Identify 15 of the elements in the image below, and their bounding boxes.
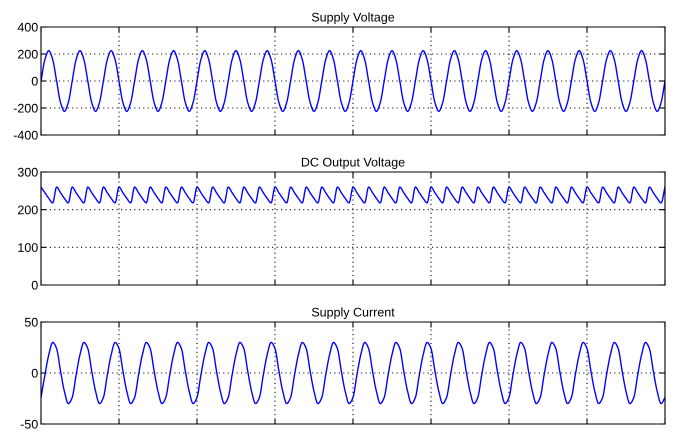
- y-tick-label: 0: [32, 280, 38, 290]
- y-tick-label: 300: [18, 168, 38, 177]
- y-tick-label: 400: [18, 22, 38, 32]
- y-tick-label: 200: [18, 205, 38, 214]
- chart-title: Supply Current: [312, 307, 395, 320]
- y-tick-label: 200: [18, 50, 38, 59]
- y-tick-label: -50: [20, 420, 38, 429]
- chart-title: Supply Voltage: [312, 12, 394, 24]
- chart-title: DC Output Voltage: [302, 157, 405, 170]
- y-tick-label: 0: [32, 76, 38, 86]
- y-tick-label: 100: [18, 243, 38, 252]
- y-tick-label: -400: [14, 130, 38, 140]
- y-tick-label: 0: [32, 368, 38, 378]
- y-tick-label: 50: [24, 318, 38, 327]
- y-tick-label: -200: [14, 104, 38, 113]
